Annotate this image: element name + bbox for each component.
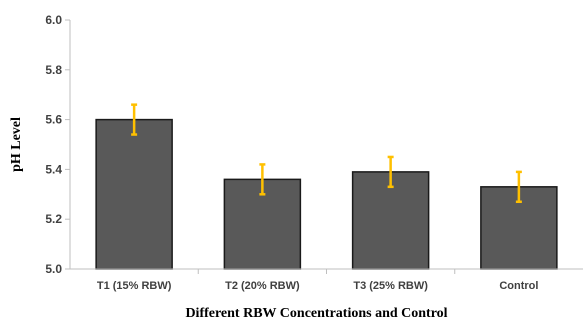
error-bar-3 xyxy=(387,155,394,189)
x-tick-label-4: Control xyxy=(499,280,538,292)
y-tick-label: 5.6 xyxy=(45,113,62,127)
y-axis-title: pH Level xyxy=(9,117,24,172)
error-bar-4 xyxy=(515,170,522,204)
error-bars xyxy=(131,103,522,204)
y-tick-label: 6.0 xyxy=(45,13,62,27)
y-tick-label: 5.0 xyxy=(45,262,62,276)
x-axis-title: Different RBW Concentrations and Control xyxy=(185,306,447,321)
error-bar-1 xyxy=(131,103,138,136)
x-tick-label-1: T1 (15% RBW) xyxy=(97,280,172,292)
x-tick-label-3: T3 (25% RBW) xyxy=(353,280,428,292)
x-axis-ticks: T1 (15% RBW) T2 (20% RBW) T3 (25% RBW) Cont… xyxy=(97,269,538,292)
bars xyxy=(95,118,558,270)
y-tick-label: 5.4 xyxy=(45,162,62,176)
x-tick-label-2: T2 (20% RBW) xyxy=(225,280,300,292)
error-bar-2 xyxy=(259,163,266,196)
y-tick-label: 5.2 xyxy=(45,212,62,226)
y-tick-label: 5.8 xyxy=(45,63,62,77)
y-axis-ticks: 5.0 5.2 5.4 5.6 5.8 6.0 xyxy=(45,13,70,276)
bar-1 xyxy=(95,118,173,270)
